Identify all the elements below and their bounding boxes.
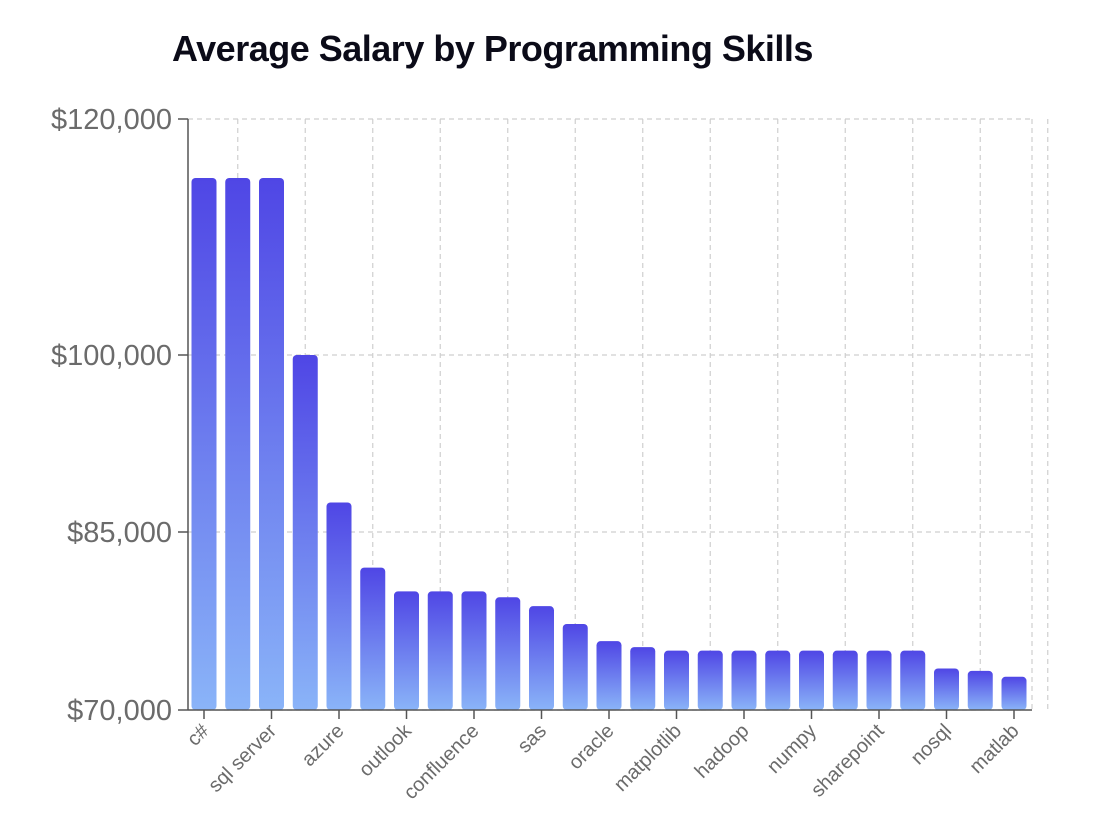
bar bbox=[1001, 676, 1027, 710]
bar bbox=[529, 606, 554, 710]
bar bbox=[697, 650, 723, 710]
y-tick-label: $85,000 bbox=[67, 517, 172, 549]
x-tick-label: sas bbox=[513, 720, 551, 758]
bar bbox=[967, 670, 993, 710]
x-tick-label: sql server bbox=[204, 720, 281, 797]
x-tick-label: c# bbox=[183, 719, 214, 750]
bar bbox=[596, 641, 622, 710]
x-tick-label: matplotlib bbox=[610, 720, 686, 796]
bar bbox=[326, 502, 352, 710]
bars bbox=[191, 178, 1027, 710]
y-tick-label: $70,000 bbox=[67, 695, 172, 727]
bar bbox=[664, 650, 689, 710]
x-tick-label: hadoop bbox=[691, 720, 754, 783]
bar bbox=[191, 178, 217, 710]
bar bbox=[832, 650, 858, 710]
bar bbox=[427, 591, 453, 710]
bar bbox=[495, 597, 521, 710]
x-tick-label: nosql bbox=[907, 720, 956, 769]
axes bbox=[178, 118, 1032, 719]
bar bbox=[866, 650, 892, 710]
bar bbox=[394, 591, 419, 710]
x-tick-label: sharepoint bbox=[807, 720, 889, 802]
x-tick-label: matlab bbox=[966, 720, 1024, 778]
bar bbox=[630, 647, 656, 710]
y-tick-label: $120,000 bbox=[51, 104, 172, 136]
x-tick-label: oracle bbox=[564, 720, 618, 774]
bar bbox=[731, 650, 757, 710]
bar bbox=[225, 178, 251, 710]
chart-title: Average Salary by Programming Skills bbox=[172, 28, 813, 69]
x-tick-label: outlook bbox=[355, 719, 417, 781]
bar bbox=[934, 668, 959, 710]
bar bbox=[799, 650, 824, 710]
bar bbox=[765, 650, 791, 710]
bar bbox=[900, 650, 926, 710]
x-tick-label: azure bbox=[298, 720, 349, 771]
bar bbox=[562, 623, 588, 710]
y-tick-label: $100,000 bbox=[51, 340, 172, 372]
bar bbox=[292, 355, 318, 710]
bar bbox=[259, 178, 284, 710]
x-tick-label: numpy bbox=[763, 720, 821, 778]
bar bbox=[360, 567, 386, 710]
bar bbox=[461, 591, 487, 710]
